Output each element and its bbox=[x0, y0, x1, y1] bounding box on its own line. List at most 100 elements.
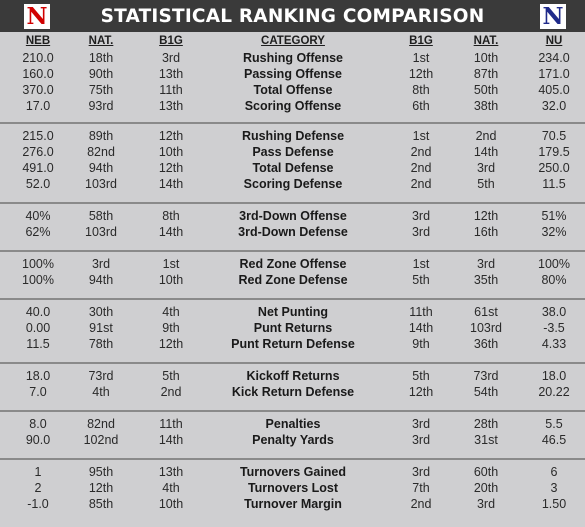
neb-nat-rank: 91st bbox=[89, 321, 113, 335]
neb-value: 0.00 bbox=[25, 321, 51, 335]
nu-value: 5.5 bbox=[545, 417, 563, 431]
category-label: Total Defense bbox=[252, 161, 334, 175]
neb-b1g-rank: 12th bbox=[158, 337, 184, 351]
neb-b1g-rank: 12th bbox=[158, 129, 184, 143]
nu-value: 11.5 bbox=[542, 177, 566, 191]
neb-value: 2 bbox=[34, 481, 42, 495]
table-row: 40.0 30th 4th Net Punting 11th 61st 38.0 bbox=[0, 304, 585, 320]
neb-nat-rank: 93rd bbox=[88, 99, 114, 113]
neb-b1g-rank: 14th bbox=[158, 225, 184, 239]
nu-value: 4.33 bbox=[541, 337, 567, 351]
section-divider bbox=[0, 362, 585, 364]
neb-b1g-rank: 11th bbox=[159, 83, 183, 97]
header-neb: NEB bbox=[25, 35, 51, 47]
nu-b1g-rank: 12th bbox=[408, 385, 434, 399]
neb-b1g-rank: 8th bbox=[162, 209, 180, 223]
nu-value: 405.0 bbox=[538, 83, 570, 97]
neb-b1g-rank: 4th bbox=[162, 481, 180, 495]
neb-value: 370.0 bbox=[22, 83, 54, 97]
table-row: 52.0 103rd 14th Scoring Defense 2nd 5th 11.5 bbox=[0, 176, 585, 192]
nu-value: 1.50 bbox=[541, 497, 567, 511]
category-label: Red Zone Offense bbox=[239, 257, 347, 271]
neb-value: 8.0 bbox=[29, 417, 47, 431]
neb-nat-rank: 4th bbox=[92, 385, 110, 399]
nu-nat-rank: 103rd bbox=[470, 321, 502, 335]
nu-nat-rank: 60th bbox=[473, 465, 499, 479]
nu-nat-rank: 87th bbox=[473, 67, 499, 81]
neb-value: 210.0 bbox=[22, 51, 54, 65]
nu-value: 20.22 bbox=[538, 385, 570, 399]
nu-b1g-rank: 3rd bbox=[411, 209, 431, 223]
table-row: 18.0 73rd 5th Kickoff Returns 5th 73rd 18.0 bbox=[0, 368, 585, 384]
nu-value: 18.0 bbox=[541, 369, 567, 383]
neb-value: 276.0 bbox=[22, 145, 54, 159]
neb-b1g-rank: 10th bbox=[158, 497, 184, 511]
table-row: 1 95th 13th Turnovers Gained 3rd 60th 6 bbox=[0, 464, 585, 480]
nu-b1g-rank: 3rd bbox=[411, 433, 431, 447]
table-row: -1.0 85th 10th Turnover Margin 2nd 3rd 1.50 bbox=[0, 496, 585, 512]
neb-nat-rank: 94th bbox=[88, 161, 114, 175]
neb-nat-rank: 103rd bbox=[85, 225, 117, 239]
table-row: 276.0 82nd 10th Pass Defense 2nd 14th 179.5 bbox=[0, 144, 585, 160]
category-label: Scoring Defense bbox=[243, 177, 343, 191]
nu-value: 234.0 bbox=[538, 51, 570, 65]
table-row: 11.5 78th 12th Punt Return Defense 9th 36th 4.… bbox=[0, 336, 585, 352]
nu-nat-rank: 3rd bbox=[476, 257, 496, 271]
nu-b1g-rank: 2nd bbox=[410, 161, 432, 175]
neb-nat-rank: 12th bbox=[88, 481, 114, 495]
nu-nat-rank: 61st bbox=[474, 305, 498, 319]
nu-nat-rank: 3rd bbox=[476, 497, 496, 511]
category-label: Passing Offense bbox=[244, 67, 342, 81]
nu-value: 51% bbox=[541, 209, 567, 223]
neb-value: 7.0 bbox=[29, 385, 47, 399]
table-row: 90.0 102nd 14th Penalty Yards 3rd 31st 46.5 bbox=[0, 432, 585, 448]
category-label: Rushing Offense bbox=[242, 51, 343, 65]
neb-nat-rank: 95th bbox=[88, 465, 114, 479]
neb-nat-rank: 102nd bbox=[83, 433, 119, 447]
neb-nat-rank: 89th bbox=[88, 129, 114, 143]
neb-value: 160.0 bbox=[22, 67, 54, 81]
neb-nat-rank: 18th bbox=[88, 51, 114, 65]
nu-b1g-rank: 5th bbox=[412, 369, 430, 383]
neb-nat-rank: 78th bbox=[88, 337, 114, 351]
nu-b1g-rank: 1st bbox=[412, 51, 430, 65]
category-label: 3rd-Down Defense bbox=[238, 225, 348, 239]
category-label: Turnover Margin bbox=[244, 497, 342, 511]
nu-b1g-rank: 8th bbox=[412, 83, 430, 97]
section-divider bbox=[0, 250, 585, 252]
nu-b1g-rank: 11th bbox=[409, 305, 433, 319]
neb-b1g-rank: 1st bbox=[162, 257, 180, 271]
nu-value: 32.0 bbox=[541, 99, 567, 113]
page-title: STATISTICAL RANKING COMPARISON bbox=[100, 6, 485, 27]
table-row: 17.0 93rd 13th Scoring Offense 6th 38th 32.0 bbox=[0, 98, 585, 114]
neb-value: 52.0 bbox=[25, 177, 51, 191]
table-row: 160.0 90th 13th Passing Offense 12th 87th 171.… bbox=[0, 66, 585, 82]
nu-nat-rank: 12th bbox=[473, 209, 499, 223]
header-nu-b1g: B1G bbox=[409, 35, 433, 47]
nu-nat-rank: 28th bbox=[473, 417, 499, 431]
section-divider bbox=[0, 298, 585, 300]
neb-b1g-rank: 13th bbox=[158, 99, 184, 113]
category-label: Turnovers Lost bbox=[247, 481, 339, 495]
nu-b1g-rank: 2nd bbox=[410, 497, 432, 511]
nu-value: 100% bbox=[538, 257, 570, 271]
category-label: Net Punting bbox=[257, 305, 329, 319]
nu-value: 6 bbox=[550, 465, 558, 479]
category-label: Scoring Offense bbox=[244, 99, 342, 113]
nu-value: 250.0 bbox=[538, 161, 570, 175]
category-label: Penalty Yards bbox=[252, 433, 334, 447]
header-nu: NU bbox=[545, 35, 563, 47]
nu-b1g-rank: 3rd bbox=[411, 225, 431, 239]
header-nu-nat: NAT. bbox=[473, 35, 499, 47]
section-divider bbox=[0, 202, 585, 204]
neb-b1g-rank: 14th bbox=[158, 177, 184, 191]
category-label: Rushing Defense bbox=[241, 129, 345, 143]
nu-b1g-rank: 1st bbox=[412, 257, 430, 271]
section-divider bbox=[0, 410, 585, 412]
nu-nat-rank: 14th bbox=[473, 145, 499, 159]
table-row: 491.0 94th 12th Total Defense 2nd 3rd 250.0 bbox=[0, 160, 585, 176]
neb-nat-rank: 82nd bbox=[87, 417, 115, 431]
neb-value: 215.0 bbox=[22, 129, 54, 143]
nu-nat-rank: 54th bbox=[473, 385, 499, 399]
